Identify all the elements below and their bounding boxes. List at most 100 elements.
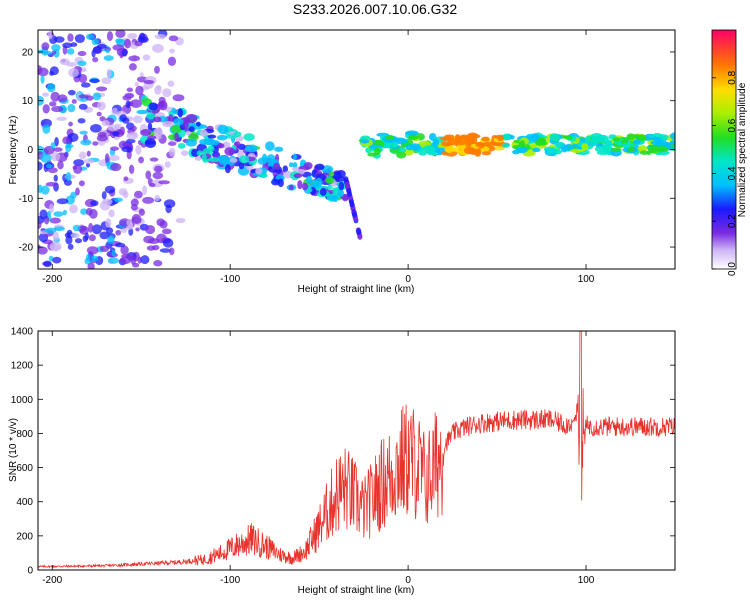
chirp-blob — [282, 165, 289, 173]
chirp-blob — [217, 143, 225, 149]
chirp-blob — [357, 233, 363, 240]
band-blob — [549, 133, 560, 142]
noise-blob — [127, 33, 138, 40]
noise-blob — [45, 182, 58, 187]
noise-blob — [164, 161, 171, 168]
noise-blob — [154, 33, 167, 40]
spectrogram-ylabel: Frequency (Hz) — [8, 116, 19, 185]
figure-title: S233.2026.007.10.06.G32 — [292, 1, 458, 17]
noise-blob — [65, 235, 73, 245]
noise-blob — [49, 203, 55, 213]
noise-blob — [49, 101, 57, 107]
noise-blob — [90, 255, 99, 262]
noise-blob — [104, 153, 110, 164]
noise-blob — [111, 249, 116, 257]
noise-blob — [78, 180, 85, 187]
snr-ylabel: SNR (10 * v/v) — [8, 418, 19, 482]
chirp-blob — [319, 188, 327, 196]
noise-blob — [38, 246, 48, 255]
noise-blob — [92, 92, 102, 101]
spectrogram-ytick-label: -10 — [19, 194, 34, 205]
noise-blob — [128, 164, 135, 174]
noise-blob — [135, 144, 142, 155]
noise-blob — [142, 196, 155, 204]
band-blob — [360, 138, 370, 144]
colorbar-tick-label: 0.0 — [727, 262, 738, 276]
noise-blob — [175, 217, 186, 224]
noise-blob — [50, 151, 61, 162]
band-blob — [532, 147, 541, 153]
noise-blob — [167, 141, 177, 146]
noise-blob — [121, 48, 128, 57]
band-blob — [481, 136, 490, 142]
noise-blob — [85, 207, 93, 216]
chirp-blob — [243, 133, 255, 141]
band-blob — [405, 130, 419, 136]
noise-blob — [89, 78, 100, 83]
noise-blob — [135, 227, 140, 232]
band-blob — [394, 137, 408, 145]
band-blob — [658, 134, 669, 141]
band-blob — [398, 147, 407, 153]
noise-blob — [54, 36, 65, 43]
noise-blob — [56, 198, 69, 205]
spectrogram-ytick-label: 20 — [22, 47, 34, 58]
chirp-blob — [239, 155, 250, 164]
noise-blob — [39, 209, 48, 220]
chirp-blob — [288, 184, 294, 191]
noise-blob — [130, 125, 137, 132]
chirp-blob — [298, 168, 305, 175]
chirp-blob — [337, 189, 345, 198]
noise-blob — [78, 151, 87, 160]
chirp-blob — [255, 167, 263, 175]
chirp-blob — [148, 102, 158, 111]
snr-frame — [37, 330, 676, 571]
colorbar-gradient — [711, 29, 737, 270]
noise-blob — [65, 143, 72, 153]
noise-blob — [65, 62, 78, 67]
noise-blob — [87, 262, 95, 269]
noise-blob — [44, 227, 57, 234]
band-blob — [385, 134, 395, 140]
noise-blob — [154, 165, 163, 173]
noise-blob — [85, 162, 91, 168]
noise-blob — [110, 163, 122, 172]
band-blob — [581, 143, 589, 151]
noise-blob — [78, 103, 88, 110]
snr-xtick-label: 100 — [578, 575, 595, 586]
noise-blob — [79, 130, 88, 135]
noise-blob — [163, 199, 176, 209]
noise-blob — [126, 132, 139, 140]
noise-blob — [50, 91, 60, 102]
band-blob — [373, 147, 381, 156]
band-blob — [610, 147, 622, 152]
noise-blob — [96, 111, 102, 117]
band-blob — [475, 142, 486, 148]
chirp-blob — [271, 178, 280, 186]
noise-blob — [156, 218, 165, 227]
noise-blob — [86, 246, 99, 255]
chirp-blob — [170, 124, 183, 134]
noise-blob — [77, 60, 87, 67]
noise-blob — [74, 34, 85, 44]
noise-blob — [146, 245, 156, 251]
chirp-blob — [144, 140, 156, 145]
chirp-blob — [325, 176, 335, 184]
chirp-blob — [224, 164, 231, 174]
chirp-blob — [293, 173, 303, 179]
band-blob — [483, 141, 495, 147]
noise-blob — [102, 198, 113, 205]
noise-blob — [139, 32, 146, 42]
noise-blob — [90, 123, 102, 133]
noise-blob — [43, 260, 52, 268]
noise-blob — [69, 204, 78, 214]
noise-blob — [96, 86, 108, 92]
noise-blob — [53, 211, 64, 217]
chirp-blob — [329, 194, 335, 202]
chirp-blob — [336, 169, 346, 179]
noise-blob — [53, 174, 58, 182]
spectrogram-xtick-label: 100 — [578, 274, 595, 285]
band-blob — [418, 150, 427, 156]
chirp-blob — [259, 173, 268, 179]
